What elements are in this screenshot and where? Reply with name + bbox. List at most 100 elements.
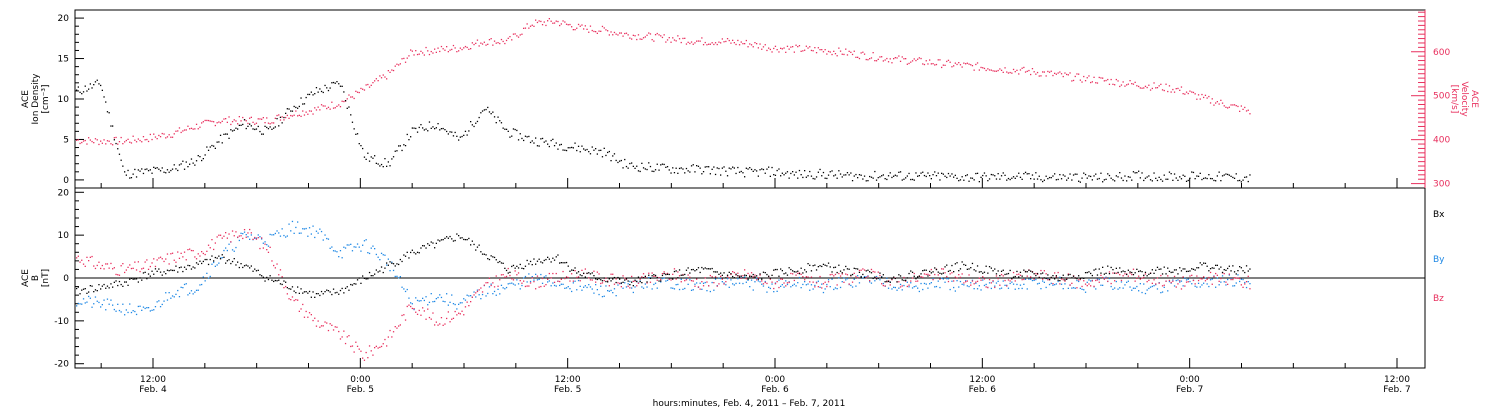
by-point bbox=[403, 288, 405, 290]
density-point bbox=[711, 168, 713, 170]
velocity-point bbox=[237, 123, 239, 125]
bz-point bbox=[399, 324, 401, 326]
by-point bbox=[1237, 274, 1239, 276]
velocity-point bbox=[283, 119, 285, 121]
bz-point bbox=[1127, 275, 1129, 277]
velocity-point bbox=[690, 41, 693, 43]
velocity-point bbox=[987, 68, 989, 70]
by-point bbox=[305, 227, 307, 230]
top-right-ylabel-line3: [km/s] bbox=[1449, 85, 1459, 114]
density-point bbox=[858, 174, 861, 176]
bz-point bbox=[559, 280, 561, 283]
by-point bbox=[797, 282, 799, 284]
velocity-point bbox=[367, 83, 369, 86]
bz-point bbox=[1122, 275, 1124, 277]
by-point bbox=[999, 288, 1001, 290]
velocity-point bbox=[231, 121, 234, 123]
density-point bbox=[218, 141, 220, 143]
by-point bbox=[629, 280, 631, 283]
bx-point bbox=[420, 247, 422, 249]
bz-point bbox=[1030, 276, 1032, 278]
by-point bbox=[596, 289, 598, 291]
velocity-point bbox=[221, 120, 223, 122]
bx-point bbox=[1096, 274, 1099, 276]
bz-point bbox=[817, 286, 819, 288]
bz-point bbox=[925, 273, 927, 276]
density-point bbox=[682, 168, 684, 170]
velocity-point bbox=[910, 61, 912, 63]
bx-point bbox=[815, 269, 818, 271]
velocity-point bbox=[769, 48, 771, 51]
bz-point bbox=[720, 275, 722, 277]
by-point bbox=[564, 287, 566, 289]
density-point bbox=[728, 167, 730, 169]
velocity-point bbox=[1107, 78, 1109, 81]
velocity-point bbox=[105, 143, 107, 145]
density-point bbox=[524, 135, 527, 137]
density-point bbox=[521, 137, 523, 140]
by-point bbox=[473, 291, 475, 293]
by-point bbox=[189, 292, 191, 294]
bz-point bbox=[374, 347, 376, 349]
by-point bbox=[632, 291, 634, 294]
velocity-point bbox=[423, 54, 425, 56]
bx-point bbox=[725, 277, 727, 279]
velocity-point bbox=[1242, 108, 1244, 110]
density-point bbox=[103, 96, 105, 98]
bz-point bbox=[437, 324, 439, 326]
by-point bbox=[605, 285, 607, 287]
by-point bbox=[190, 290, 193, 292]
velocity-point bbox=[677, 35, 679, 37]
velocity-point bbox=[903, 58, 905, 60]
bx-point bbox=[744, 274, 746, 276]
density-point bbox=[1168, 171, 1171, 173]
bz-point bbox=[521, 282, 523, 284]
velocity-point bbox=[285, 116, 287, 119]
velocity-point bbox=[613, 31, 616, 34]
density-point bbox=[865, 180, 867, 182]
bx-point bbox=[127, 284, 129, 286]
bz-point bbox=[487, 282, 489, 284]
density-point bbox=[231, 130, 234, 132]
bz-point bbox=[1060, 278, 1063, 280]
velocity-point bbox=[165, 137, 167, 139]
velocity-point bbox=[101, 142, 103, 144]
bx-point bbox=[362, 275, 364, 277]
by-point bbox=[120, 311, 122, 313]
density-point bbox=[427, 130, 429, 132]
velocity-point bbox=[899, 60, 902, 62]
bz-point bbox=[846, 274, 849, 276]
velocity-point bbox=[391, 69, 393, 71]
density-point bbox=[125, 174, 127, 176]
velocity-point bbox=[103, 139, 105, 141]
bz-point bbox=[396, 327, 398, 329]
density-point bbox=[557, 148, 559, 150]
density-point bbox=[173, 164, 175, 166]
density-point bbox=[470, 121, 472, 123]
by-point bbox=[146, 307, 148, 309]
bx-point bbox=[798, 273, 801, 275]
density-point bbox=[1030, 178, 1032, 180]
bz-point bbox=[1244, 283, 1246, 285]
velocity-point bbox=[692, 43, 694, 45]
density-point bbox=[456, 135, 458, 137]
velocity-point bbox=[382, 74, 384, 76]
bx-point bbox=[1168, 270, 1171, 272]
bx-point bbox=[458, 235, 460, 237]
density-point bbox=[350, 114, 352, 116]
bz-point bbox=[440, 317, 443, 319]
by-point bbox=[1240, 278, 1242, 280]
velocity-point bbox=[1108, 83, 1111, 85]
velocity-point bbox=[1127, 83, 1129, 85]
bx-point bbox=[863, 276, 866, 279]
density-point bbox=[79, 91, 81, 93]
density-point bbox=[1050, 177, 1052, 179]
density-point bbox=[649, 165, 652, 168]
density-point bbox=[252, 128, 254, 130]
density-point bbox=[163, 171, 165, 173]
velocity-point bbox=[874, 60, 876, 62]
density-point bbox=[990, 173, 992, 176]
bx-point bbox=[531, 264, 533, 266]
bx-point bbox=[893, 276, 895, 278]
density-point bbox=[415, 127, 417, 130]
